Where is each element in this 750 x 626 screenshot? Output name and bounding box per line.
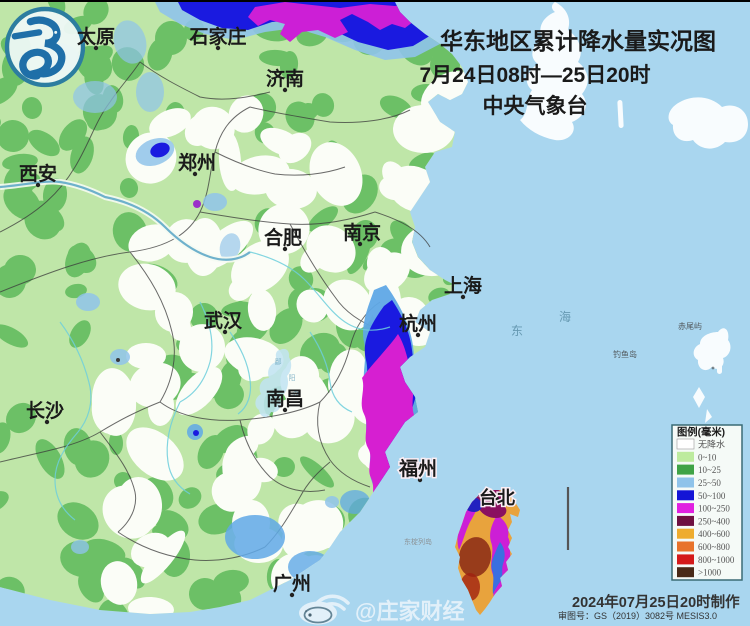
svg-text:600~800: 600~800: [698, 542, 730, 552]
svg-text:100~250: 100~250: [698, 504, 730, 514]
svg-text:阳: 阳: [289, 373, 296, 382]
svg-text:福州: 福州: [398, 457, 437, 480]
svg-text:钓鱼岛: 钓鱼岛: [613, 349, 637, 359]
svg-text:济南: 济南: [266, 67, 304, 90]
svg-text:图例(毫米): 图例(毫米): [677, 426, 725, 439]
svg-text:2024年07月25日20时制作: 2024年07月25日20时制作: [572, 593, 740, 611]
svg-text:长沙: 长沙: [26, 400, 64, 422]
svg-text:50~100: 50~100: [698, 491, 726, 501]
svg-text:合肥: 合肥: [264, 226, 302, 249]
svg-text:石家庄: 石家庄: [188, 25, 246, 48]
svg-text:7月24日08时—25日20时: 7月24日08时—25日20时: [419, 64, 650, 87]
svg-text:上海: 上海: [444, 274, 482, 297]
svg-text:华东地区累计降水量实况图: 华东地区累计降水量实况图: [440, 28, 716, 54]
svg-text:>1000: >1000: [698, 568, 722, 578]
svg-text:400~600: 400~600: [698, 529, 730, 539]
svg-text:鄱: 鄱: [275, 358, 282, 366]
svg-text:武汉: 武汉: [204, 310, 243, 332]
svg-text:杭州: 杭州: [399, 312, 437, 335]
svg-text:无降水: 无降水: [698, 439, 725, 450]
svg-text:台北: 台北: [479, 487, 515, 508]
svg-text:800~1000: 800~1000: [698, 555, 735, 565]
svg-text:赤尾屿: 赤尾屿: [678, 322, 702, 331]
svg-text:南京: 南京: [343, 221, 381, 244]
svg-text:郑州: 郑州: [178, 152, 216, 174]
svg-text:中央气象台: 中央气象台: [483, 94, 588, 118]
svg-text:东椗列岛: 东椗列岛: [404, 537, 432, 546]
svg-text:南昌: 南昌: [266, 388, 304, 410]
svg-text:太原: 太原: [77, 25, 115, 48]
svg-text:西安: 西安: [19, 162, 57, 185]
svg-text:海: 海: [559, 309, 571, 324]
svg-text:250~400: 250~400: [698, 516, 730, 526]
svg-text:0~10: 0~10: [698, 452, 717, 462]
svg-text:25~50: 25~50: [698, 478, 721, 488]
svg-text:广州: 广州: [273, 572, 311, 595]
svg-text:@庄家财经: @庄家财经: [355, 599, 464, 624]
svg-text:10~25: 10~25: [698, 465, 721, 475]
svg-text:审图号：GS（2019）3082号 MESIS3.0: 审图号：GS（2019）3082号 MESIS3.0: [558, 610, 717, 621]
svg-text:东: 东: [511, 324, 523, 338]
